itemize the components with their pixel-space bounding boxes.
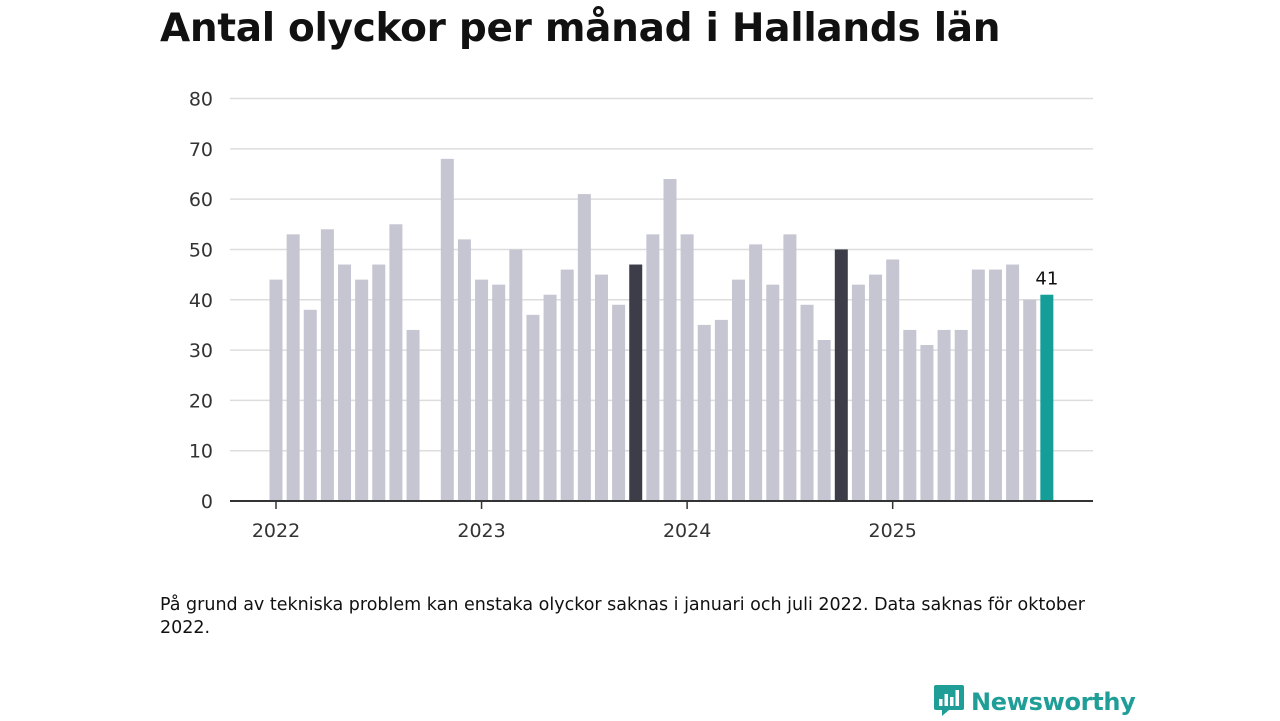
brand-name: Newsworthy (971, 688, 1136, 716)
y-tick-label: 10 (189, 441, 213, 463)
brand-logo[interactable]: Newsworthy (933, 683, 1136, 721)
y-tick-label: 80 (189, 89, 213, 111)
bar-2023-03 (509, 249, 523, 501)
y-tick-label: 30 (189, 340, 213, 362)
bar-2024-06 (766, 284, 780, 501)
bar-2025-01 (886, 259, 900, 501)
bar-2023-01 (475, 279, 489, 501)
data-label: 41 (1035, 269, 1058, 290)
bar-2023-02 (492, 284, 506, 501)
x-tick-label: 2024 (663, 520, 711, 542)
footnote: På grund av tekniska problem kan enstaka… (160, 595, 1085, 638)
bar-2022-05 (338, 264, 352, 501)
bars (269, 158, 1054, 501)
bar-2022-01 (269, 279, 283, 501)
bar-2023-10 (629, 264, 643, 501)
y-tick-label: 70 (189, 139, 213, 161)
bar-2024-04 (732, 279, 746, 501)
bar-2024-02 (697, 324, 711, 501)
axes (230, 500, 1093, 509)
bar-2024-05 (749, 244, 763, 501)
bar-2022-09 (406, 329, 420, 501)
bar-2025-02 (903, 329, 917, 501)
bar-2024-08 (800, 304, 814, 501)
bar-2024-07 (783, 234, 797, 501)
bar-2024-01 (680, 234, 694, 501)
bar-2023-12 (663, 179, 677, 501)
y-tick-label: 40 (189, 290, 213, 312)
y-tick-label: 60 (189, 189, 213, 211)
bar-2025-04 (937, 329, 951, 501)
bar-chart: 0 10 20 30 40 50 60 70 80 2022 2023 2024 2025 41 (189, 89, 1093, 543)
bar-2022-08 (389, 224, 403, 501)
bar-2023-07 (577, 194, 591, 501)
y-tick-label: 20 (189, 390, 213, 412)
bar-2025-10 (1040, 294, 1054, 501)
bar-2022-02 (286, 234, 300, 501)
labels: 0 10 20 30 40 50 60 70 80 2022 2023 2024 2025 41 (189, 89, 1058, 543)
x-tick-label: 2023 (457, 520, 505, 542)
bar-2024-03 (714, 319, 728, 501)
bar-2023-04 (526, 314, 540, 501)
bar-2025-03 (920, 345, 934, 501)
y-tick-label: 50 (189, 239, 213, 261)
bar-2025-05 (954, 329, 968, 501)
bar-2023-06 (560, 269, 574, 501)
bar-2025-06 (971, 269, 985, 501)
bar-2023-08 (594, 274, 608, 501)
bar-2025-08 (1006, 264, 1020, 501)
bar-2024-09 (817, 340, 831, 501)
bar-2022-04 (320, 229, 334, 501)
bar-2023-05 (543, 294, 557, 501)
x-tick-label: 2025 (869, 520, 917, 542)
bar-2022-03 (303, 309, 317, 501)
bar-2024-12 (869, 274, 883, 501)
bar-2025-09 (1023, 299, 1037, 501)
chart-title: Antal olyckor per månad i Hallands län (160, 6, 1001, 51)
bar-2022-12 (457, 239, 471, 501)
bar-2025-07 (988, 269, 1002, 501)
bar-2023-11 (646, 234, 660, 501)
bar-2022-11 (440, 158, 454, 501)
bar-2022-06 (355, 279, 369, 501)
x-tick-label: 2022 (252, 520, 300, 542)
bar-2022-07 (372, 264, 386, 501)
bar-2023-09 (612, 304, 626, 501)
y-tick-label: 0 (201, 491, 213, 513)
bar-2024-10 (834, 249, 848, 501)
bar-2024-11 (851, 284, 865, 501)
newsworthy-logo-icon (933, 683, 965, 721)
